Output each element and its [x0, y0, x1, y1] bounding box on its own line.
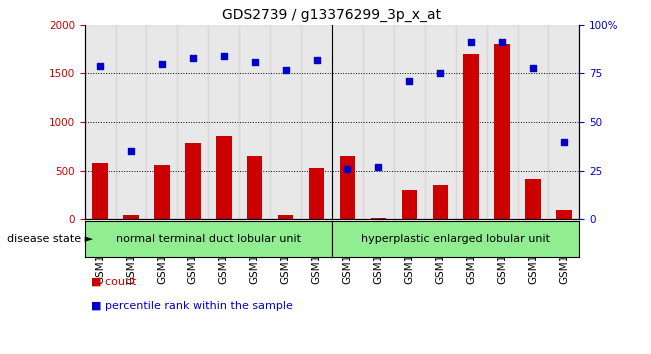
Point	[249, 59, 260, 64]
Bar	[92, 163, 108, 219]
Title: GDS2739 / g13376299_3p_x_at: GDS2739 / g13376299_3p_x_at	[223, 8, 441, 22]
Bar	[424, 25, 456, 219]
Bar	[85, 25, 116, 219]
Bar	[278, 215, 294, 219]
Point	[187, 55, 198, 61]
Bar	[432, 185, 448, 219]
Point	[342, 166, 353, 172]
Bar	[456, 25, 487, 219]
Point	[126, 149, 136, 154]
Point	[95, 63, 105, 68]
Bar	[247, 156, 262, 219]
Point	[559, 139, 569, 144]
Bar	[146, 25, 177, 219]
Bar	[518, 25, 549, 219]
Bar	[525, 178, 541, 219]
Point	[157, 61, 167, 67]
Bar	[370, 217, 386, 219]
Point	[311, 57, 322, 63]
Bar	[208, 25, 240, 219]
Point	[219, 53, 229, 59]
Bar	[301, 25, 332, 219]
Bar	[402, 190, 417, 219]
Bar	[363, 25, 394, 219]
Bar	[556, 210, 572, 219]
Point	[404, 78, 415, 84]
Bar	[394, 25, 425, 219]
Bar	[177, 25, 208, 219]
Bar	[123, 215, 139, 219]
Bar	[494, 44, 510, 219]
Text: ■ percentile rank within the sample: ■ percentile rank within the sample	[91, 301, 293, 311]
Text: ■ count: ■ count	[91, 276, 137, 286]
Bar	[154, 165, 170, 219]
Bar	[270, 25, 301, 219]
Text: disease state ►: disease state ►	[7, 234, 92, 244]
Bar	[464, 54, 479, 219]
Point	[497, 40, 507, 45]
Text: hyperplastic enlarged lobular unit: hyperplastic enlarged lobular unit	[361, 234, 550, 244]
Point	[528, 65, 538, 70]
Bar	[309, 168, 324, 219]
Bar	[487, 25, 518, 219]
Bar	[185, 143, 201, 219]
Point	[281, 67, 291, 72]
Bar	[240, 25, 270, 219]
Point	[466, 40, 477, 45]
Bar	[340, 156, 355, 219]
Point	[435, 70, 445, 76]
Bar	[116, 25, 146, 219]
Bar	[548, 25, 579, 219]
Text: normal terminal duct lobular unit: normal terminal duct lobular unit	[116, 234, 301, 244]
Point	[373, 164, 383, 170]
Bar	[332, 25, 363, 219]
Bar	[216, 136, 232, 219]
